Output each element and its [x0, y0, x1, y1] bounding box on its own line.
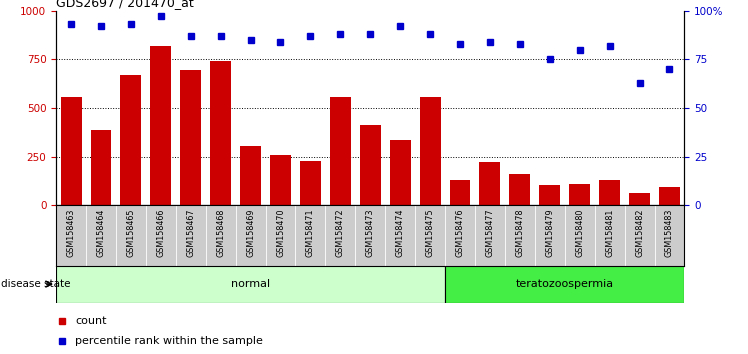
- Text: GSM158468: GSM158468: [216, 208, 225, 257]
- Bar: [240, 146, 261, 205]
- Bar: [56, 266, 445, 303]
- Bar: [445, 266, 684, 303]
- Bar: [479, 162, 500, 205]
- Text: GDS2697 / 201470_at: GDS2697 / 201470_at: [56, 0, 194, 10]
- Text: GSM158473: GSM158473: [366, 208, 375, 257]
- Bar: [150, 46, 171, 205]
- Bar: [569, 184, 590, 205]
- Text: GSM158470: GSM158470: [276, 208, 285, 257]
- Text: GSM158477: GSM158477: [485, 208, 494, 257]
- Bar: [629, 193, 650, 205]
- Text: GSM158482: GSM158482: [635, 208, 644, 257]
- Text: GSM158463: GSM158463: [67, 208, 76, 257]
- Text: GSM158472: GSM158472: [336, 208, 345, 257]
- Text: GSM158467: GSM158467: [186, 208, 195, 257]
- Text: GSM158465: GSM158465: [126, 208, 135, 257]
- Text: count: count: [75, 316, 106, 326]
- Bar: [330, 97, 351, 205]
- Text: GSM158464: GSM158464: [96, 208, 105, 257]
- Bar: [390, 140, 411, 205]
- Bar: [450, 180, 470, 205]
- Text: GSM158471: GSM158471: [306, 208, 315, 257]
- Text: teratozoospermia: teratozoospermia: [515, 279, 614, 289]
- Bar: [180, 70, 201, 205]
- Bar: [210, 61, 231, 205]
- Bar: [420, 97, 441, 205]
- Bar: [120, 75, 141, 205]
- Text: GSM158466: GSM158466: [156, 208, 165, 257]
- Text: GSM158476: GSM158476: [456, 208, 465, 257]
- Text: GSM158480: GSM158480: [575, 208, 584, 257]
- Text: GSM158483: GSM158483: [665, 208, 674, 257]
- Text: GSM158475: GSM158475: [426, 208, 435, 257]
- Bar: [539, 185, 560, 205]
- Bar: [509, 174, 530, 205]
- Text: GSM158469: GSM158469: [246, 208, 255, 257]
- Bar: [599, 180, 620, 205]
- Bar: [270, 155, 291, 205]
- Text: percentile rank within the sample: percentile rank within the sample: [75, 336, 263, 346]
- Bar: [91, 130, 111, 205]
- Text: GSM158478: GSM158478: [515, 208, 524, 257]
- Text: GSM158474: GSM158474: [396, 208, 405, 257]
- Bar: [659, 187, 680, 205]
- Text: normal: normal: [231, 279, 270, 289]
- Text: GSM158479: GSM158479: [545, 208, 554, 257]
- Bar: [360, 125, 381, 205]
- Text: disease state: disease state: [1, 279, 71, 289]
- Text: GSM158481: GSM158481: [605, 208, 614, 257]
- Bar: [300, 161, 321, 205]
- Bar: [61, 97, 82, 205]
